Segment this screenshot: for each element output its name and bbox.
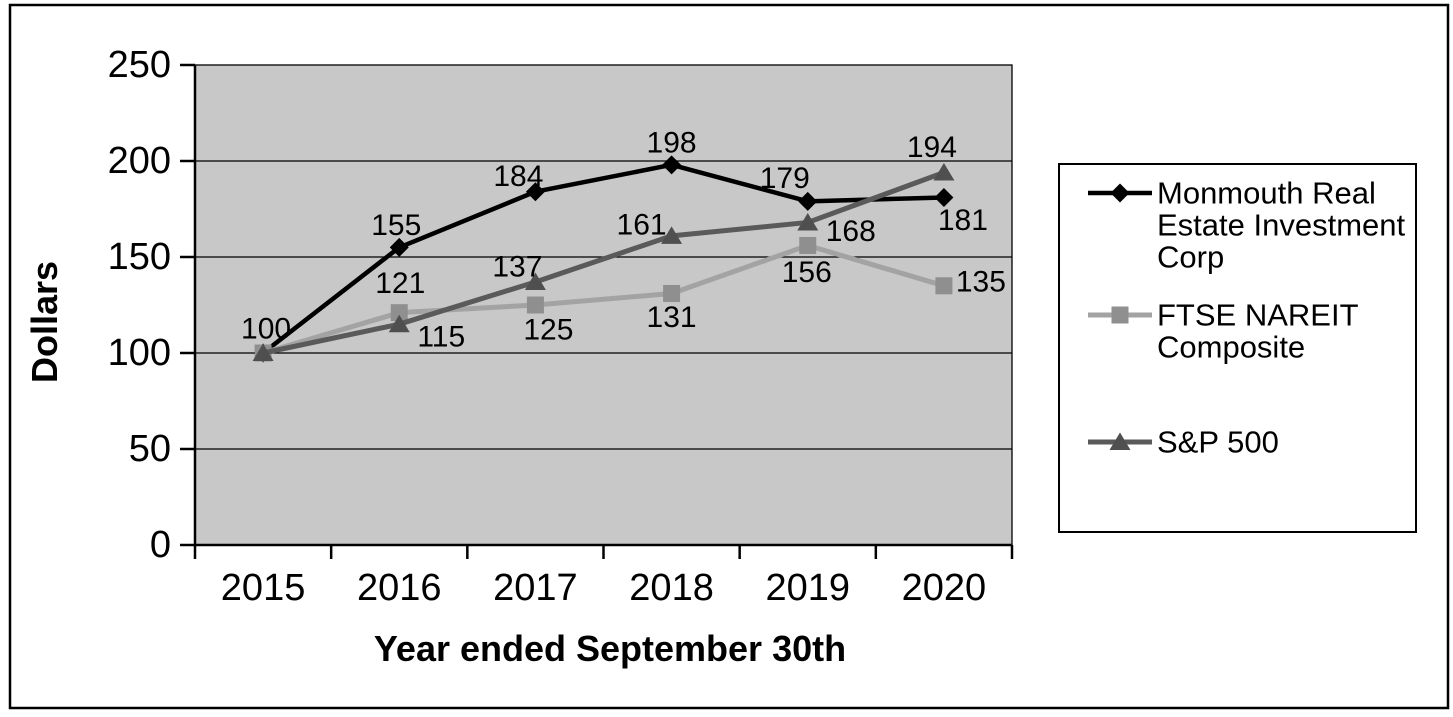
data-point-marker-square (935, 277, 953, 295)
legend-entry-s-p-500: S&P 500 (1088, 425, 1279, 460)
data-label: 125 (523, 314, 573, 347)
x-axis-tick-label: 2017 (493, 567, 578, 609)
series-line-ftse-nareit-composite (260, 242, 947, 356)
y-axis-tick-label: 200 (108, 140, 171, 182)
x-axis: 2015 2016 2017 2018 2019 2020 (193, 545, 1014, 609)
x-axis-title: Year ended September 30th (374, 628, 846, 669)
legend-marker-diamond (1110, 183, 1130, 203)
legend-label: Corp (1157, 240, 1224, 275)
legend-marker-square (1111, 306, 1129, 324)
data-point-marker-triangle (661, 226, 683, 244)
data-label: 135 (956, 265, 1006, 298)
x-axis-tick-label: 2015 (221, 567, 306, 609)
data-point-marker-diamond (525, 182, 545, 202)
data-point-marker-triangle (388, 314, 410, 333)
legend-label: Monmouth Real (1157, 176, 1376, 211)
data-label: 131 (647, 301, 697, 334)
data-label: 100 (241, 313, 291, 346)
data-label: 179 (760, 162, 810, 195)
legend-box (1058, 163, 1417, 533)
legend-marker-triangle (1109, 432, 1131, 450)
data-label: 161 (617, 208, 667, 241)
data-point-marker-diamond (389, 237, 409, 257)
data-point-marker-square (390, 304, 408, 322)
series-line-s-p-500 (260, 170, 947, 356)
data-label: 181 (938, 204, 988, 237)
data-point-marker-square (663, 284, 681, 302)
legend-label: S&P 500 (1157, 425, 1279, 460)
series (252, 155, 955, 363)
data-label: 155 (371, 209, 421, 242)
data-label: 184 (493, 160, 543, 193)
data-point-marker-square (799, 236, 817, 254)
data-point-marker-diamond (662, 155, 682, 175)
y-axis-tick-label: 50 (129, 428, 171, 470)
series-s-p-500 (252, 163, 955, 361)
y-axis-title: Dollars (24, 261, 65, 383)
x-axis-tick-label: 2019 (765, 567, 850, 609)
data-labels: 100 155 184 198 179 181 121 125 131 156 135 115 137 1… (241, 126, 1006, 353)
series-line-monmouth-real-estate-investment-corp (260, 162, 947, 356)
data-point-marker-diamond (934, 187, 954, 207)
data-point-marker-triangle (524, 272, 546, 290)
data-point-marker-triangle (933, 163, 955, 181)
x-axis-tick-label: 2016 (357, 567, 442, 609)
y-axis-tick-label: 0 (150, 524, 171, 566)
x-axis-tick-label: 2020 (902, 567, 987, 609)
data-label: 137 (492, 250, 542, 283)
data-label: 194 (907, 131, 957, 164)
data-label: 156 (782, 256, 832, 289)
data-label: 168 (826, 215, 876, 248)
data-point-marker-triangle (252, 343, 274, 361)
data-label: 198 (647, 126, 697, 159)
y-axis-tick-label: 150 (108, 236, 171, 278)
y-axis-tick-label: 250 (108, 44, 171, 86)
data-point-marker-triangle (797, 212, 819, 231)
data-label: 121 (375, 267, 425, 300)
legend-label: FTSE NAREIT (1157, 298, 1359, 333)
y-axis-tick-label: 100 (108, 332, 171, 374)
data-label: 115 (417, 321, 465, 354)
y-axis: 0 50 100 150 200 250 (108, 44, 195, 566)
legend-label: Composite (1157, 330, 1305, 365)
plot-area (194, 64, 1013, 546)
x-axis-tick-label: 2018 (629, 567, 714, 609)
data-point-marker-square (526, 296, 544, 314)
legend-label: Estate Investment (1157, 208, 1406, 243)
data-point-marker-diamond (798, 191, 818, 211)
page-border (8, 3, 1450, 710)
